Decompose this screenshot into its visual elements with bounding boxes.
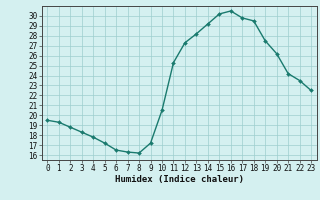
X-axis label: Humidex (Indice chaleur): Humidex (Indice chaleur): [115, 175, 244, 184]
